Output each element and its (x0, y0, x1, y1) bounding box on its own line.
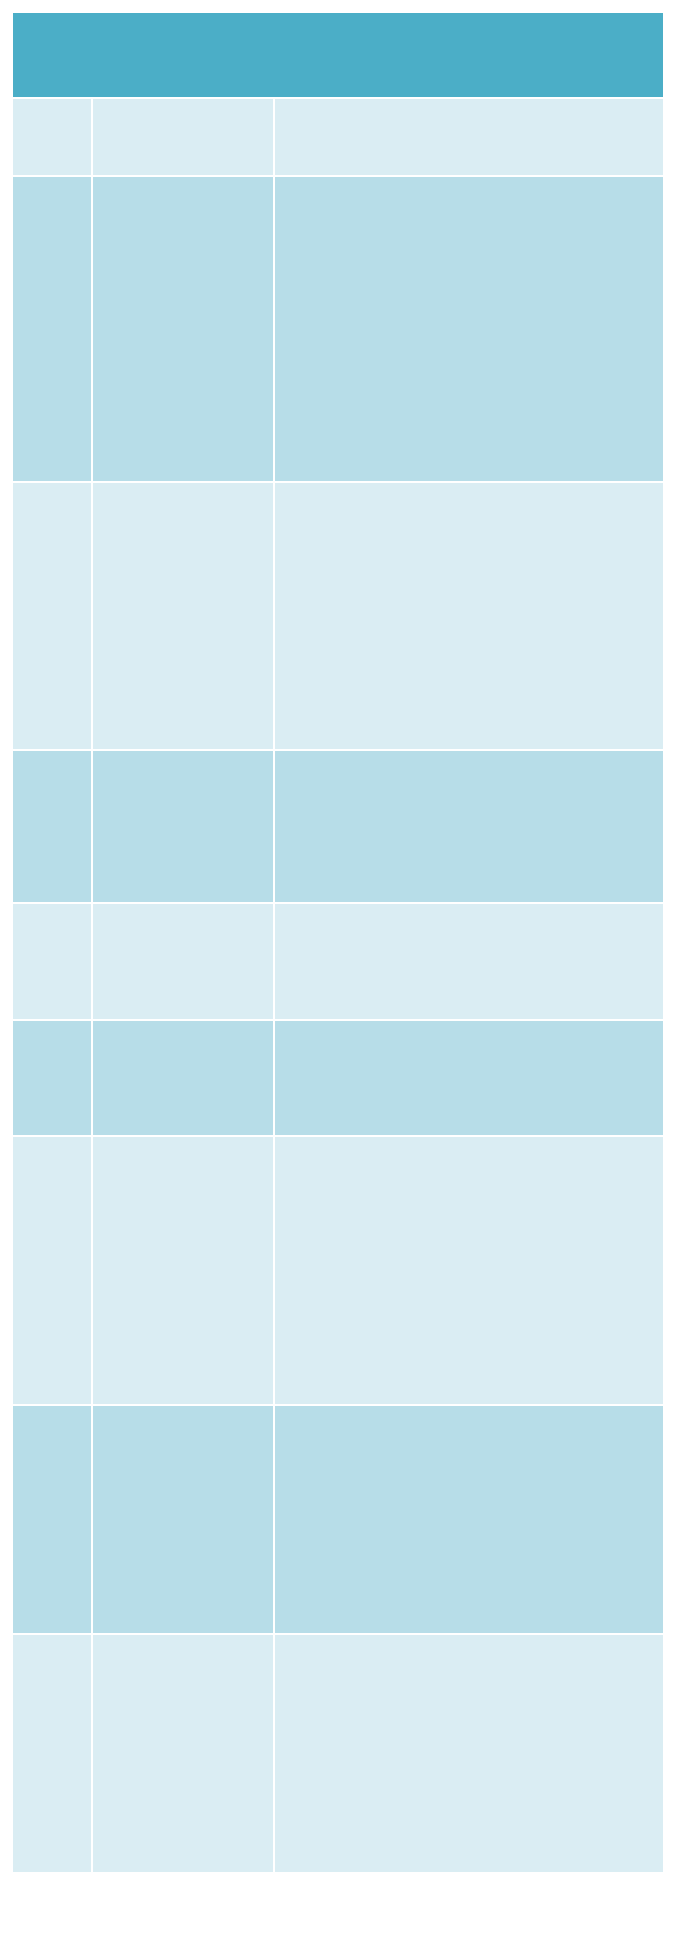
table-row (13, 904, 663, 1021)
table-row (13, 177, 663, 483)
table-cell (93, 904, 275, 1019)
data-table (13, 13, 663, 1872)
table-cell (275, 1635, 663, 1872)
table-cell (93, 1137, 275, 1404)
table-cell (93, 751, 275, 902)
table-cell (93, 1021, 275, 1135)
table-row (13, 483, 663, 751)
table-row (13, 1635, 663, 1872)
table-cell (93, 1635, 275, 1872)
table-cell (275, 1137, 663, 1404)
table-header (13, 13, 663, 99)
table-cell (275, 904, 663, 1019)
table-cell (13, 751, 93, 902)
table-row (13, 751, 663, 904)
table-cell (13, 177, 93, 481)
table-cell (13, 904, 93, 1019)
table-cell (275, 1021, 663, 1135)
table-cell (13, 1406, 93, 1633)
table-cell (13, 1021, 93, 1135)
table-cell (13, 1635, 93, 1872)
table-row (13, 1137, 663, 1406)
table-cell (13, 99, 93, 175)
table-cell (93, 177, 275, 481)
table-cell (275, 1406, 663, 1633)
table-cell (275, 751, 663, 902)
table-row (13, 1021, 663, 1137)
table-cell (13, 1137, 93, 1404)
table-cell (93, 1406, 275, 1633)
table-cell (275, 99, 663, 175)
table-cell (93, 99, 275, 175)
table-cell (13, 483, 93, 749)
table-row (13, 1406, 663, 1635)
table-cell (93, 483, 275, 749)
table-row (13, 99, 663, 177)
table-cell (275, 483, 663, 749)
table-cell (275, 177, 663, 481)
